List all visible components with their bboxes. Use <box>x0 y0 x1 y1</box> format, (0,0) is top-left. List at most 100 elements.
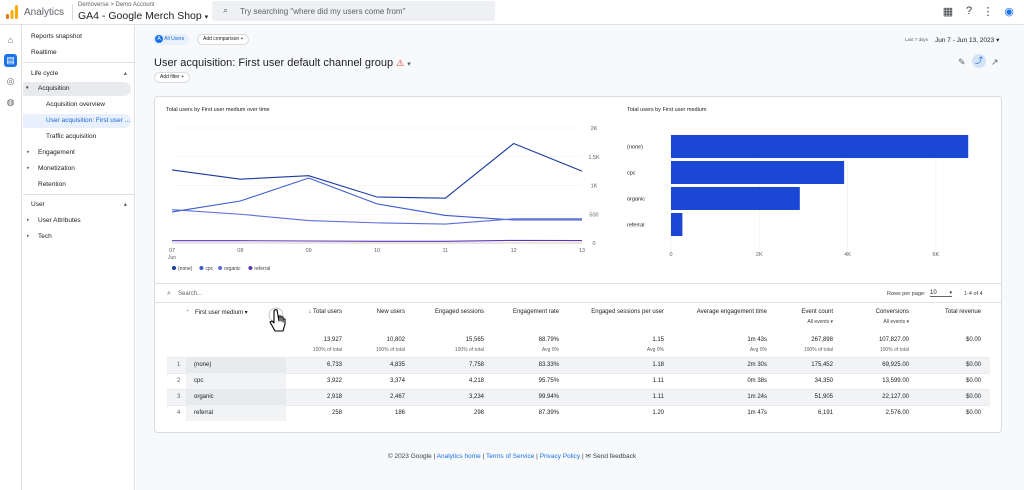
chevron-down-icon[interactable]: ▾ <box>407 61 411 68</box>
row-dimension-value[interactable]: referral <box>194 410 214 416</box>
legend-label[interactable]: cpc <box>205 266 213 272</box>
dimension-header[interactable]: First user medium ▾ <box>195 310 248 316</box>
account-breadcrumb[interactable]: Demoverse > Demo Account <box>78 2 155 8</box>
help-icon[interactable]: ? <box>965 5 973 17</box>
nav-section-lifecycle[interactable]: Life cycle ▴ <box>23 67 131 80</box>
advertising-icon[interactable]: ◍ <box>6 97 15 107</box>
column-header[interactable]: Average engagement time <box>696 309 767 315</box>
table-cell: 22,127.00 <box>882 394 909 400</box>
rows-per-page-value: 10 <box>930 290 937 296</box>
property-selector[interactable]: GA4 - Google Merch Shop ▾ <box>78 10 208 22</box>
nav-user-attributes[interactable]: ▸ User Attributes <box>23 215 131 227</box>
privacy-link[interactable]: Privacy Policy <box>539 453 581 460</box>
add-dimension-icon[interactable]: + <box>186 309 190 315</box>
table-row[interactable] <box>167 389 990 405</box>
nav-engagement[interactable]: ▸ Engagement <box>23 147 131 159</box>
date-range-picker[interactable]: Jun 7 - Jun 13, 2023 ▾ <box>935 36 999 44</box>
table-cell: 6,191 <box>817 410 833 416</box>
legend-swatch <box>248 266 253 270</box>
edit-report-icon[interactable]: ✎ <box>958 57 966 67</box>
share-icon[interactable]: ⤴ <box>972 54 986 68</box>
dimension-cell-bg <box>186 389 286 405</box>
apps-icon[interactable]: ▦ <box>942 6 954 18</box>
nav-user-acquisition[interactable]: User acquisition: First user ... <box>23 114 131 128</box>
x-month-label: Jun <box>168 255 176 261</box>
search-input[interactable]: ⌕ Try searching "where did my users come… <box>212 1 495 21</box>
date-range-hint: Last 7 days <box>905 37 929 42</box>
plus-icon: + <box>240 36 244 42</box>
table-cell: 4,218 <box>468 378 484 384</box>
legend-swatch <box>199 266 204 270</box>
legend-label[interactable]: (none) <box>178 266 193 272</box>
table-search-input[interactable]: Search... <box>178 291 203 297</box>
table-cell: 2,576.00 <box>885 410 909 416</box>
analytics-logo-icon[interactable] <box>6 5 18 19</box>
more-options-icon[interactable]: ⋮ <box>982 6 994 18</box>
nav-retention[interactable]: Retention <box>38 181 66 188</box>
terms-link[interactable]: Terms of Service <box>485 453 535 460</box>
column-header[interactable]: Event count <box>801 309 833 315</box>
account-icon[interactable]: ◉ <box>1004 6 1014 18</box>
rows-per-page-select[interactable]: 10 ▾ <box>930 290 952 297</box>
chevron-down-icon: ▾ <box>996 37 1000 44</box>
x-tick-label: 2K <box>756 252 763 258</box>
x-tick-label: 6K <box>932 252 939 258</box>
row-dimension-value[interactable]: cpc <box>194 378 204 384</box>
nav-reports-snapshot[interactable]: Reports snapshot <box>31 33 82 40</box>
column-header[interactable]: Engagement rate <box>512 309 559 315</box>
series-line-cpc[interactable] <box>171 177 582 221</box>
nav-tech[interactable]: ▸ Tech <box>23 231 131 243</box>
column-header[interactable]: ↓ Total users <box>308 309 342 315</box>
row-dimension-value[interactable]: (none) <box>194 362 212 368</box>
bar-organic[interactable] <box>671 187 800 210</box>
series-line-referral[interactable] <box>172 239 583 242</box>
column-header[interactable]: Engaged sessions <box>434 309 484 315</box>
table-row[interactable] <box>167 405 990 421</box>
nav-divider <box>23 194 135 195</box>
table-cell: 3,374 <box>389 378 405 384</box>
table-row[interactable] <box>167 357 990 373</box>
column-header[interactable]: Conversions <box>875 309 909 315</box>
bar-cpc[interactable] <box>671 161 845 184</box>
reports-icon[interactable]: ▤ <box>4 54 17 67</box>
nav-traffic-acquisition[interactable]: Traffic acquisition <box>46 133 97 140</box>
event-count-filter[interactable]: All events ▾ <box>807 319 833 325</box>
series-line-organic[interactable] <box>171 209 582 225</box>
dimension-cell-bg <box>186 373 286 389</box>
totals-sub: Avg 0% <box>541 347 559 353</box>
legend-label[interactable]: referral <box>254 266 270 272</box>
chevron-down-icon: ▾ <box>204 14 209 21</box>
warning-icon[interactable]: ⚠ <box>396 58 405 68</box>
row-dimension-value[interactable]: organic <box>194 394 214 400</box>
column-header[interactable]: Engaged sessions per user <box>591 309 664 315</box>
series-line-none[interactable] <box>171 142 583 199</box>
column-header[interactable]: Total revenue <box>944 309 981 315</box>
dimension-cell-bg <box>186 357 286 373</box>
hand-cursor-icon <box>268 307 286 332</box>
category-label: (none) <box>627 145 643 151</box>
explore-icon[interactable]: ◎ <box>6 76 15 86</box>
legend-label[interactable]: organic <box>224 266 241 272</box>
add-comparison-button[interactable]: Add comparison + <box>197 34 250 45</box>
bar-referral[interactable] <box>671 213 683 236</box>
nav-item-label: Tech <box>38 233 52 240</box>
nav-acquisition[interactable]: ▾ Acquisition <box>23 82 131 96</box>
home-icon[interactable]: ⌂ <box>7 35 14 45</box>
nav-acquisition-overview[interactable]: Acquisition overview <box>46 101 105 108</box>
nav-section-user[interactable]: User ▴ <box>23 199 131 211</box>
table-cell: $0.00 <box>965 378 981 384</box>
all-users-chip[interactable]: A All Users <box>153 34 190 45</box>
insights-icon[interactable]: ↗ <box>991 57 999 67</box>
analytics-home-link[interactable]: Analytics home <box>436 453 481 460</box>
table-row[interactable] <box>167 373 990 389</box>
app-name[interactable]: Analytics <box>24 7 65 18</box>
send-feedback-link[interactable]: Send feedback <box>592 453 637 460</box>
column-header[interactable]: New users <box>376 309 405 315</box>
bar-none[interactable] <box>671 135 969 158</box>
nav-monetization[interactable]: ▸ Monetization <box>23 163 131 175</box>
x-tick-label: 0 <box>669 252 672 258</box>
add-filter-button[interactable]: Add filter + <box>154 72 191 83</box>
nav-realtime[interactable]: Realtime <box>31 49 57 56</box>
conversions-filter[interactable]: All events ▾ <box>883 319 909 325</box>
table-cell: 95.75% <box>538 378 559 384</box>
